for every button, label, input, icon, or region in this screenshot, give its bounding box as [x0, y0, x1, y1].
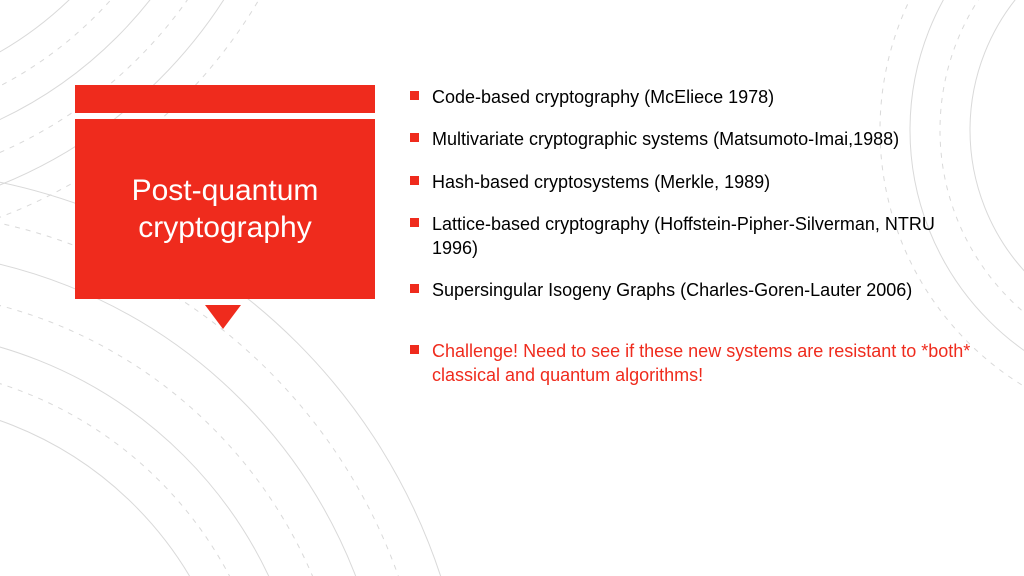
slide: Post-quantum cryptography Code-based cry…	[0, 0, 1024, 576]
chevron-down-icon	[205, 305, 241, 329]
title-box: Post-quantum cryptography	[75, 119, 375, 299]
list-item: Lattice-based cryptography (Hoffstein-Pi…	[410, 212, 980, 261]
slide-title: Post-quantum cryptography	[95, 172, 355, 247]
title-block: Post-quantum cryptography	[75, 85, 375, 329]
list-item: Supersingular Isogeny Graphs (Charles-Go…	[410, 278, 980, 302]
list-item: Code-based cryptography (McEliece 1978)	[410, 85, 980, 109]
list-item: Multivariate cryptographic systems (Mats…	[410, 127, 980, 151]
title-accent-bar	[75, 85, 375, 113]
content-area: Code-based cryptography (McEliece 1978) M…	[410, 85, 980, 405]
list-item: Hash-based cryptosystems (Merkle, 1989)	[410, 170, 980, 194]
list-item: Challenge! Need to see if these new syst…	[410, 339, 980, 388]
bullet-list: Code-based cryptography (McEliece 1978) M…	[410, 85, 980, 387]
